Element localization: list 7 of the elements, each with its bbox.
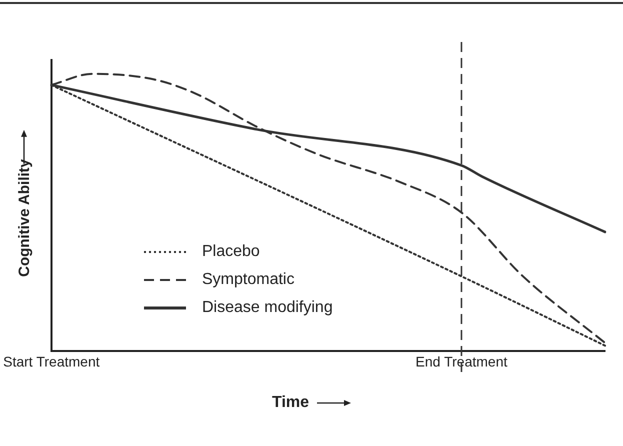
x-axis-title: Time bbox=[272, 394, 310, 412]
x-tick-label: End Treatment bbox=[416, 353, 508, 370]
x-tick-label: Start Treatment bbox=[3, 353, 100, 370]
legend-label: Disease modifying bbox=[202, 299, 333, 317]
legend-label: Placebo bbox=[202, 243, 260, 261]
y-axis-title: Cognitive Ability bbox=[16, 159, 32, 277]
legend-label: Symptomatic bbox=[202, 271, 294, 289]
